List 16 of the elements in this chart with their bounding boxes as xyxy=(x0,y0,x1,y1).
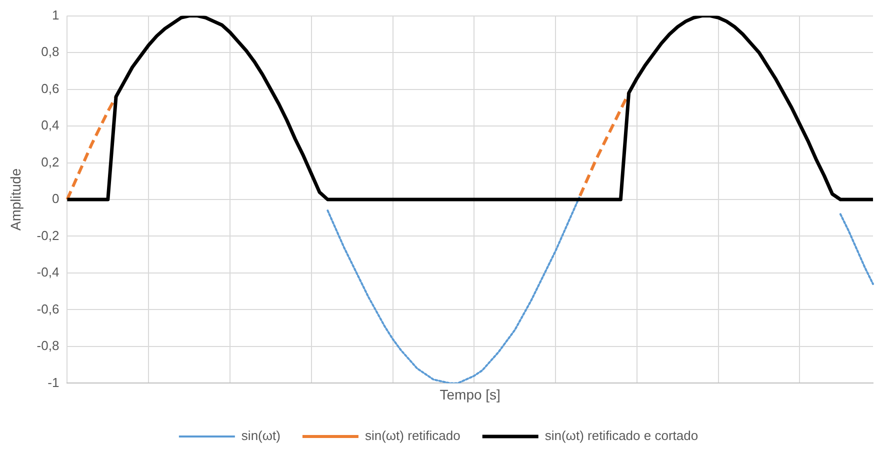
y-tick-label: 1 xyxy=(52,7,60,22)
x-axis-title: Tempo [s] xyxy=(440,386,500,402)
y-tick-label: 0,2 xyxy=(41,154,60,170)
y-tick-label: -0,8 xyxy=(36,338,60,354)
y-tick-label: 0 xyxy=(52,191,60,206)
y-tick-label: -0,6 xyxy=(36,301,60,316)
legend-label: sin(ωt) retificado e cortado xyxy=(544,428,698,444)
legend-label: sin(ωt) retificado xyxy=(364,428,460,444)
y-tick-label: 0,4 xyxy=(41,118,60,133)
y-tick-label: 0,8 xyxy=(41,44,60,60)
legend-label: sin(ωt) xyxy=(241,428,280,444)
y-tick-label: -1 xyxy=(48,374,60,390)
y-axis-title: Amplitude xyxy=(7,168,24,231)
y-tick-label: -0,2 xyxy=(36,228,60,243)
y-tick-label: -0,4 xyxy=(36,264,60,280)
y-tick-label: 0,6 xyxy=(41,80,60,96)
